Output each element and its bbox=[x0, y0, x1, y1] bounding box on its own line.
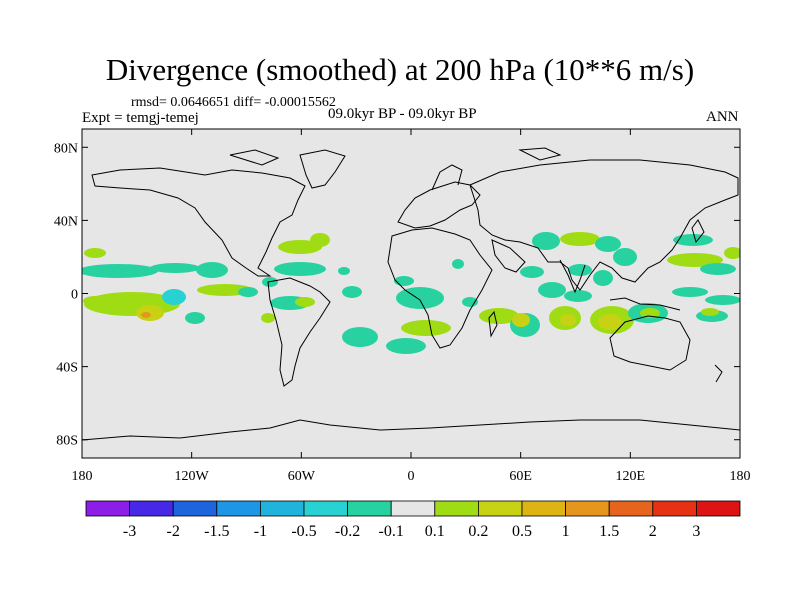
colorbar-label: -1 bbox=[254, 523, 267, 540]
contour-blob bbox=[705, 295, 740, 305]
contour-blob bbox=[295, 297, 315, 307]
y-tick-label: 0 bbox=[71, 288, 78, 303]
contour-blob bbox=[338, 267, 350, 275]
colorbar-label: 0.2 bbox=[468, 523, 488, 540]
contour-blob bbox=[560, 232, 600, 246]
contour-blob bbox=[700, 263, 736, 275]
contour-blob bbox=[593, 270, 613, 286]
contour-blob bbox=[598, 314, 622, 330]
contour-blob bbox=[342, 327, 378, 347]
coastlines bbox=[82, 147, 740, 441]
contour-blob bbox=[613, 248, 637, 266]
contour-blob bbox=[83, 296, 107, 306]
contour-blob bbox=[560, 314, 576, 326]
colorbar-swatch bbox=[696, 500, 741, 517]
x-tick-label: 60E bbox=[509, 469, 532, 484]
colorbar-label: 0.5 bbox=[512, 523, 532, 540]
y-tick-label: 80S bbox=[56, 434, 78, 449]
rmsd-diff-stats: rmsd= 0.0646651 diff= -0.00015562 bbox=[131, 95, 336, 110]
period-label: 09.0kyr BP - 09.0kyr BP bbox=[328, 106, 477, 122]
colorbar-label: 0.1 bbox=[425, 523, 445, 540]
contour-blob bbox=[82, 264, 158, 278]
x-tick-label: 120E bbox=[616, 469, 646, 484]
contour-blob bbox=[310, 233, 330, 247]
contour-blob bbox=[150, 263, 200, 273]
contour-blob bbox=[196, 262, 228, 278]
contour-blob bbox=[162, 289, 186, 305]
x-tick-label: 60W bbox=[288, 469, 316, 484]
contour-blob bbox=[724, 247, 740, 259]
contour-blob bbox=[238, 287, 258, 297]
contour-blob bbox=[394, 276, 414, 286]
y-tick-label: 40N bbox=[54, 214, 78, 229]
colorbar-label: 1 bbox=[562, 523, 570, 540]
contour-blob bbox=[141, 312, 151, 318]
contour-blob bbox=[564, 290, 592, 302]
colorbar-label: 3 bbox=[692, 523, 700, 540]
colorbar-label: -2 bbox=[167, 523, 180, 540]
contour-blob bbox=[84, 248, 106, 258]
contour-blob bbox=[261, 313, 275, 323]
colorbar-swatch bbox=[303, 500, 348, 517]
contour-blob bbox=[401, 320, 451, 336]
y-tick-label: 40S bbox=[56, 361, 78, 376]
colorbar-swatch bbox=[477, 500, 523, 517]
colorbar-swatch bbox=[521, 500, 566, 517]
colorbar-swatch bbox=[85, 500, 130, 517]
colorbar-swatch bbox=[652, 500, 697, 517]
contour-blob bbox=[532, 232, 560, 250]
contour-blob bbox=[278, 240, 322, 254]
contour-blob bbox=[185, 312, 205, 324]
colorbar-swatch bbox=[129, 500, 174, 517]
contour-blob bbox=[538, 282, 566, 298]
colorbar: -3 -2 -1.5 -1 -0.5 -0.2 -0.1 0.1 0.2 0.5 1 1.5 2 3 bbox=[85, 500, 741, 540]
colorbar-swatch bbox=[259, 500, 305, 517]
colorbar-swatch bbox=[347, 500, 392, 517]
y-tick-label: 80N bbox=[54, 141, 78, 156]
contour-blob bbox=[672, 287, 708, 297]
contour-blob bbox=[136, 305, 164, 321]
contour-blob bbox=[462, 297, 478, 307]
colorbar-swatch bbox=[216, 500, 261, 517]
colorbar-label: -0.1 bbox=[379, 523, 404, 540]
contour-blob bbox=[701, 308, 719, 316]
colorbar-label: -3 bbox=[123, 523, 136, 540]
colorbar-swatch bbox=[565, 500, 610, 517]
contour-blob bbox=[512, 313, 530, 327]
plot-title: Divergence (smoothed) at 200 hPa (10**6 … bbox=[105, 52, 695, 87]
contour-blob bbox=[640, 308, 660, 318]
season-label: ANN bbox=[706, 109, 739, 125]
colorbar-label: 2 bbox=[649, 523, 657, 540]
x-tick-label: 180 bbox=[730, 469, 751, 484]
experiment-label: Expt = temgj-temej bbox=[82, 110, 199, 126]
contour-blob bbox=[673, 234, 713, 246]
colorbar-swatch bbox=[390, 500, 436, 517]
colorbar-swatch bbox=[434, 500, 479, 517]
colorbar-label: -0.2 bbox=[335, 523, 360, 540]
contour-blob bbox=[595, 236, 621, 252]
colorbar-swatch bbox=[172, 500, 218, 517]
colorbar-label: -0.5 bbox=[291, 523, 316, 540]
x-tick-label: 0 bbox=[408, 469, 415, 484]
contour-blob bbox=[274, 262, 326, 276]
contour-blob bbox=[396, 287, 444, 309]
divergence-contours bbox=[82, 232, 740, 354]
colorbar-label: -1.5 bbox=[204, 523, 229, 540]
x-tick-label: 120W bbox=[175, 469, 210, 484]
colorbar-swatch bbox=[608, 500, 654, 517]
x-axis: 180 120W 60W 0 60E 120E 180 bbox=[72, 129, 751, 484]
contour-blob bbox=[342, 286, 362, 298]
contour-blob bbox=[386, 338, 426, 354]
contour-blob bbox=[452, 259, 464, 269]
contour-blob bbox=[568, 264, 592, 276]
colorbar-label: 1.5 bbox=[599, 523, 619, 540]
y-axis: 80N 40N 0 40S 80S bbox=[54, 141, 740, 449]
contour-blob bbox=[520, 266, 544, 278]
x-tick-label: 180 bbox=[72, 469, 93, 484]
contour-blob bbox=[667, 253, 723, 267]
